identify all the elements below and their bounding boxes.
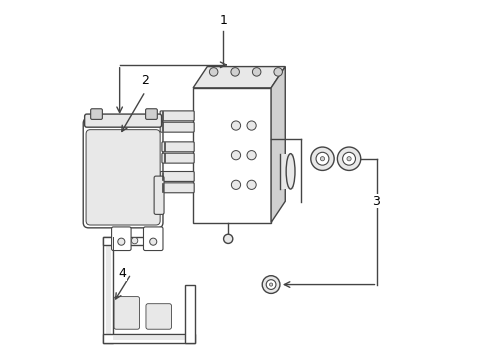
Circle shape [118,238,124,245]
FancyBboxPatch shape [111,227,131,251]
FancyBboxPatch shape [84,114,161,127]
Circle shape [246,180,256,189]
Circle shape [131,238,138,244]
Circle shape [209,68,218,76]
FancyBboxPatch shape [162,142,194,152]
Circle shape [149,238,157,245]
Circle shape [231,180,240,189]
Bar [184,284,195,343]
FancyBboxPatch shape [86,130,160,225]
Circle shape [273,68,282,76]
Bar [102,237,158,244]
Circle shape [315,152,328,165]
FancyBboxPatch shape [160,183,194,193]
Circle shape [269,283,272,286]
Text: 3: 3 [371,195,379,208]
FancyBboxPatch shape [162,153,194,163]
Bar [105,237,110,334]
Circle shape [223,234,232,243]
Bar [102,334,195,343]
FancyBboxPatch shape [114,297,139,329]
Polygon shape [270,67,285,222]
Circle shape [231,121,240,130]
Circle shape [252,68,261,76]
Circle shape [310,147,333,170]
FancyBboxPatch shape [160,122,194,132]
FancyBboxPatch shape [145,109,157,120]
FancyBboxPatch shape [154,176,163,215]
Bar [193,88,270,222]
Bar [102,237,112,343]
Polygon shape [193,67,285,88]
Bar [112,336,195,341]
Text: 1: 1 [219,14,227,27]
Circle shape [337,147,360,170]
Circle shape [231,150,240,160]
Circle shape [342,152,355,165]
Text: 4: 4 [118,267,126,280]
FancyBboxPatch shape [90,109,102,120]
FancyBboxPatch shape [83,118,163,228]
Circle shape [265,280,275,289]
Ellipse shape [285,154,294,189]
Circle shape [320,157,324,161]
Circle shape [230,68,239,76]
Circle shape [246,150,256,160]
Text: 2: 2 [141,74,149,87]
Circle shape [246,121,256,130]
FancyBboxPatch shape [143,227,163,251]
Circle shape [262,276,279,293]
FancyBboxPatch shape [160,171,194,181]
Circle shape [346,157,350,161]
Bar [279,154,293,189]
FancyBboxPatch shape [160,111,194,121]
FancyBboxPatch shape [145,304,171,329]
